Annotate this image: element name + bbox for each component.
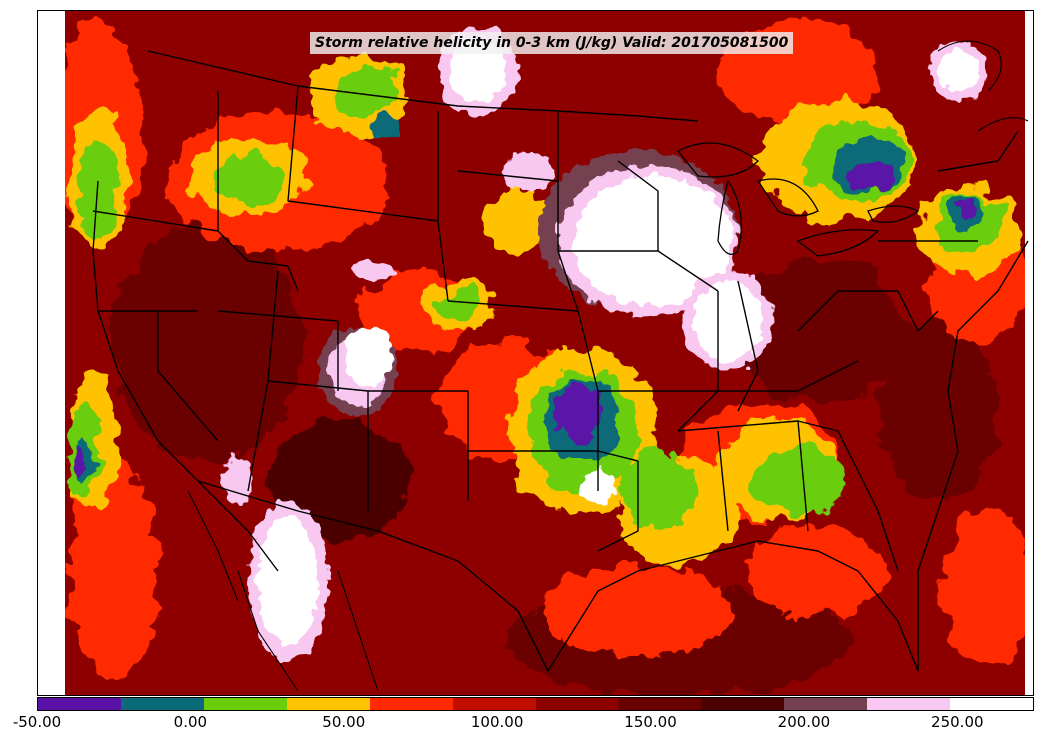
colorbar-segment: [950, 698, 1034, 710]
helicity-fields: [53, 21, 1033, 695]
colorbar: [37, 697, 1034, 711]
map-frame: Storm relative helicity in 0-3 km (J/kg)…: [37, 10, 1034, 696]
colorbar-segment: [618, 698, 702, 710]
helicity-map: [38, 11, 1033, 695]
colorbar-segment: [701, 698, 785, 710]
state-borders: [92, 50, 1029, 672]
colorbar-segment: [784, 698, 868, 710]
colorbar-tick-label: 0.00: [173, 713, 208, 731]
colorbar-segment: [535, 698, 619, 710]
colorbar-tick-label: 150.00: [624, 713, 677, 731]
out-of-domain-left: [38, 11, 65, 695]
colorbar-segment: [286, 698, 370, 710]
colorbar-segment: [867, 698, 951, 710]
colorbar-tick-label: -50.00: [12, 713, 62, 731]
colorbar-tick-labels: -50.00 0.00 50.00 100.00 150.00 200.00 250.00: [0, 713, 1044, 737]
colorbar-segment: [203, 698, 287, 710]
colorbar-tick-label: 100.00: [470, 713, 524, 731]
colorbar-tick-label: 200.00: [777, 713, 831, 731]
colorbar-segment: [369, 698, 453, 710]
colorbar-tick-label: 250.00: [931, 713, 984, 731]
colorbar-segment: [38, 698, 121, 710]
great-lakes: [676, 142, 920, 257]
map-title: Storm relative helicity in 0-3 km (J/kg)…: [310, 32, 794, 54]
colorbar-segment: [452, 698, 536, 710]
colorbar-segment: [120, 698, 204, 710]
colorbar-tick-label: 50.00: [322, 713, 366, 731]
high-helicity-zones: [223, 26, 988, 661]
country-outlines: [187, 40, 1029, 692]
out-of-domain-right: [1025, 11, 1033, 695]
